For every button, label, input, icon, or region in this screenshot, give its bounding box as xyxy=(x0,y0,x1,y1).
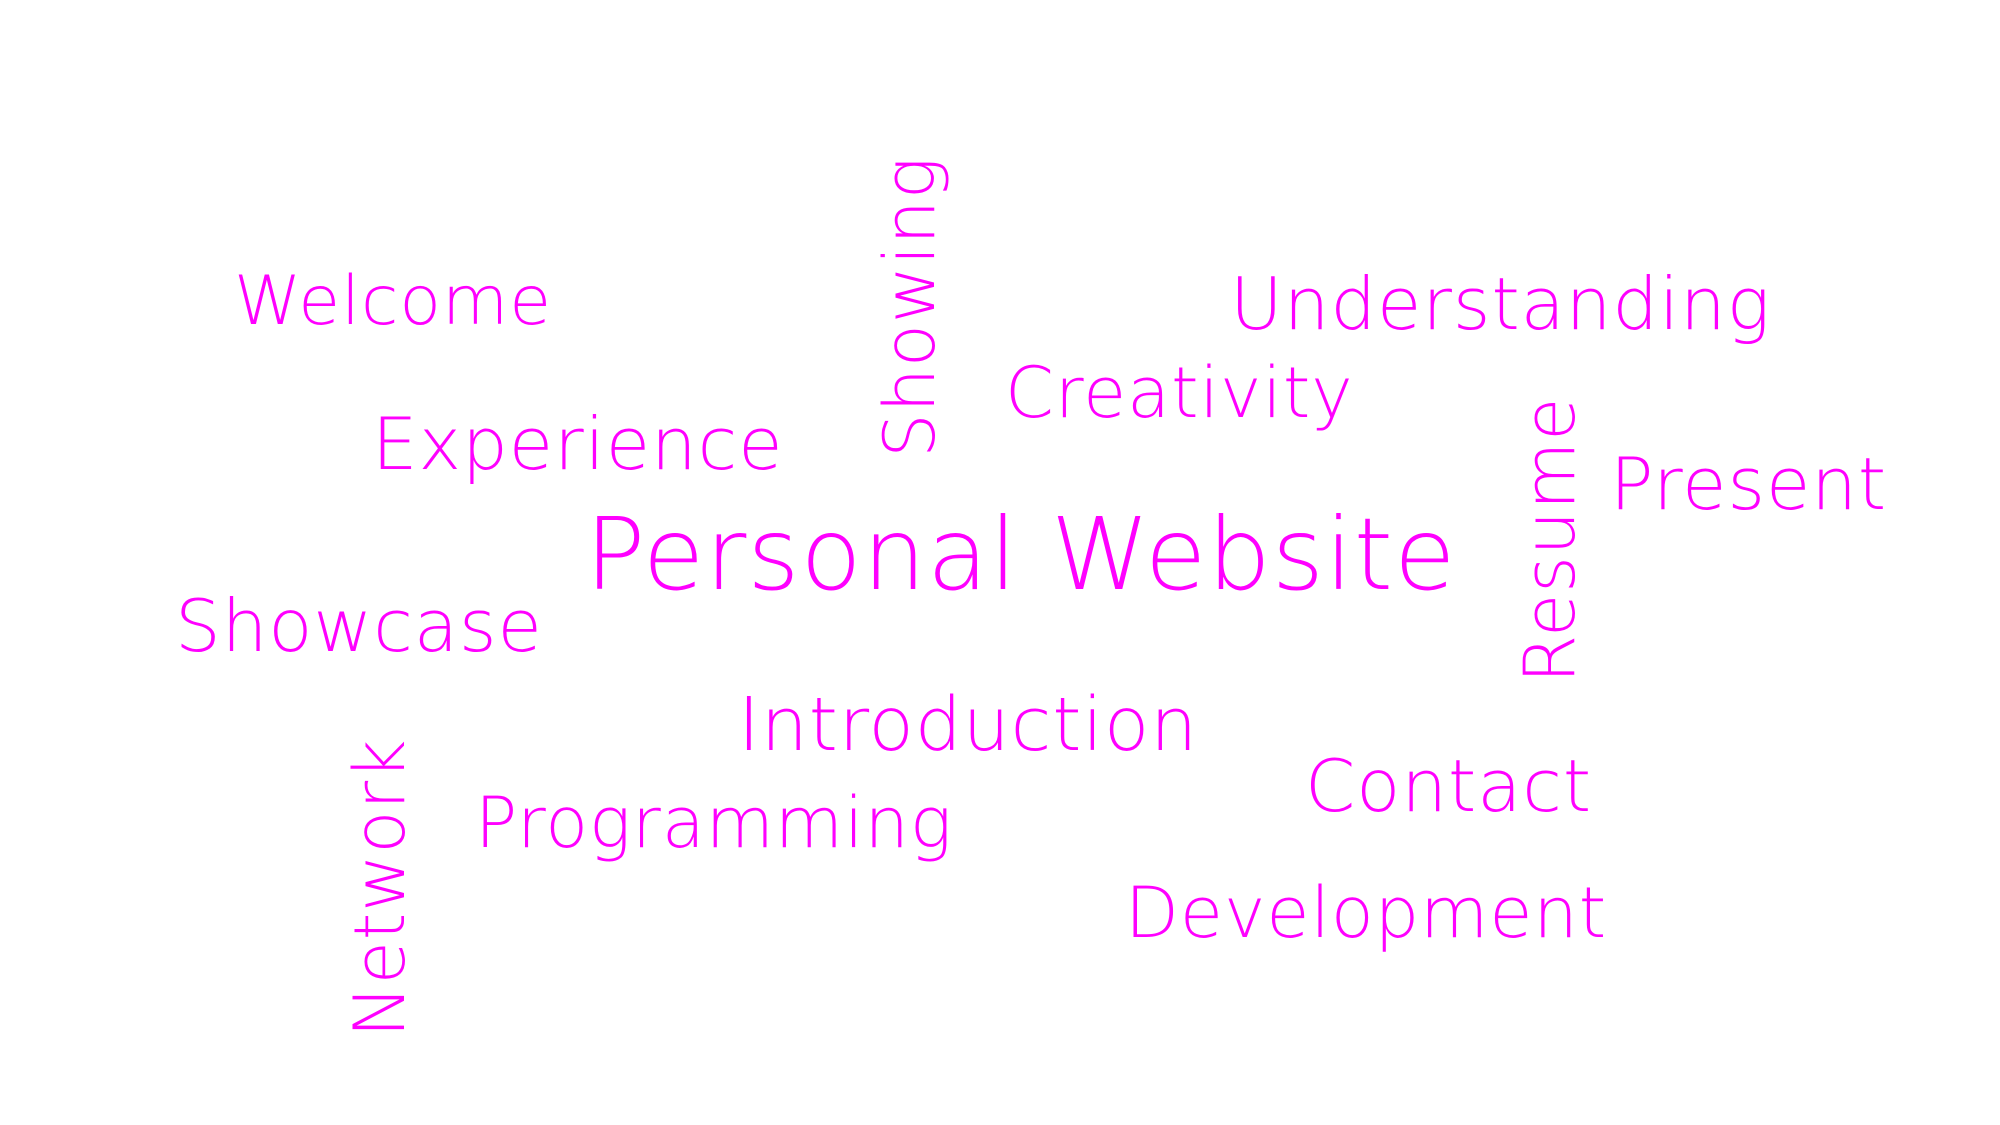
word-development: Development xyxy=(1125,872,1608,954)
word-programming: Programming xyxy=(475,782,953,864)
word-showing: Showing xyxy=(869,156,951,458)
word-personal-website: Personal Website xyxy=(585,496,1457,613)
word-contact: Contact xyxy=(1305,744,1593,828)
word-experience: Experience xyxy=(372,402,784,486)
word-introduction: Introduction xyxy=(738,682,1199,768)
word-creativity: Creativity xyxy=(1005,352,1354,434)
word-resume: Resume xyxy=(1509,396,1591,684)
word-showcase: Showcase xyxy=(175,584,543,668)
word-network: Network xyxy=(339,738,421,1038)
word-understanding: Understanding xyxy=(1230,262,1771,346)
word-present: Present xyxy=(1610,442,1888,526)
word-welcome: Welcome xyxy=(234,262,553,341)
